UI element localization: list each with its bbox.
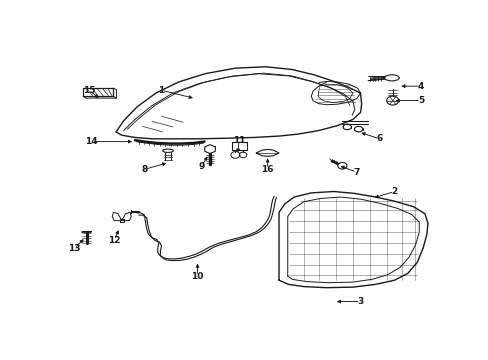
Text: 12: 12 bbox=[108, 235, 120, 244]
Text: 8: 8 bbox=[141, 165, 147, 174]
Text: 1: 1 bbox=[158, 86, 164, 95]
Text: 9: 9 bbox=[198, 162, 204, 171]
Text: 14: 14 bbox=[85, 137, 98, 146]
Text: 13: 13 bbox=[68, 244, 81, 253]
Text: 3: 3 bbox=[357, 297, 363, 306]
Text: 11: 11 bbox=[232, 136, 245, 145]
Text: 16: 16 bbox=[261, 165, 273, 174]
Text: 15: 15 bbox=[83, 86, 96, 95]
Text: 2: 2 bbox=[391, 187, 397, 196]
Text: 10: 10 bbox=[191, 271, 203, 280]
Text: 5: 5 bbox=[417, 96, 424, 105]
Text: 7: 7 bbox=[353, 168, 359, 177]
Text: 6: 6 bbox=[376, 134, 382, 143]
Text: 4: 4 bbox=[417, 82, 424, 91]
